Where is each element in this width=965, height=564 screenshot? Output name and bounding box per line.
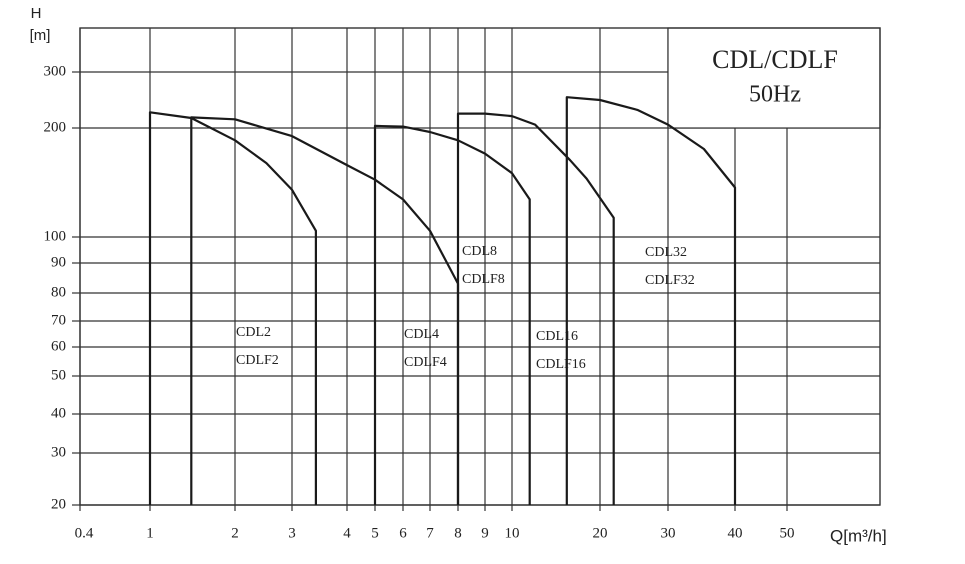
curve (373, 124, 531, 505)
curve-label: CDLF32 (645, 273, 695, 288)
chart-title: CDL/CDLF (712, 45, 838, 74)
x-axis-label: Q[m³/h] (830, 526, 887, 545)
curve-label: CDLF4 (404, 355, 447, 370)
curve-label: CDL2 (236, 325, 271, 340)
x-tick-label: 0.4 (75, 525, 94, 541)
x-tick-label: 50 (780, 525, 795, 541)
curve-label: CDLF2 (236, 353, 279, 368)
y-axis-unit: [m] (30, 27, 51, 44)
curve-label: CDLF16 (536, 357, 586, 372)
curve-label: CDLF8 (462, 272, 505, 287)
y-tick-label: 50 (51, 367, 66, 383)
y-tick-label: 60 (51, 338, 66, 354)
y-tick-label: 90 (51, 254, 66, 270)
curve (190, 116, 460, 505)
x-tick-label: 4 (343, 525, 351, 541)
curve-label: CDL32 (645, 245, 687, 260)
curve (148, 111, 317, 505)
x-tick-label: 8 (454, 525, 462, 541)
chart-subtitle: 50Hz (749, 82, 801, 108)
x-tick-label: 1 (146, 525, 154, 541)
x-tick-label: 5 (371, 525, 379, 541)
curve-label: CDL4 (404, 327, 439, 342)
y-tick-label: 70 (51, 312, 66, 328)
curve-label: CDL8 (462, 244, 497, 259)
x-tick-label: 2 (231, 525, 239, 541)
plot-frame (79, 27, 881, 506)
y-tick-label: 40 (51, 405, 66, 421)
y-tick-label: 100 (44, 228, 67, 244)
x-tick-label: 20 (593, 525, 608, 541)
x-tick-label: 6 (399, 525, 407, 541)
x-tick-label: 7 (426, 525, 434, 541)
x-tick-label: 9 (481, 525, 489, 541)
x-tick-label: 40 (728, 525, 743, 541)
curve (565, 96, 737, 505)
y-tick-label: 20 (51, 496, 66, 512)
x-tick-label: 10 (505, 525, 520, 541)
y-tick-label: 200 (44, 119, 67, 135)
y-tick-label: 30 (51, 444, 66, 460)
y-tick-label: 300 (44, 63, 67, 79)
curve (456, 112, 615, 505)
x-tick-label: 30 (661, 525, 676, 541)
y-tick-label: 80 (51, 284, 66, 300)
title-box (667, 27, 881, 129)
x-tick-label: 3 (288, 525, 296, 541)
y-axis-label: H (31, 5, 42, 22)
curve-label: CDL16 (536, 329, 578, 344)
